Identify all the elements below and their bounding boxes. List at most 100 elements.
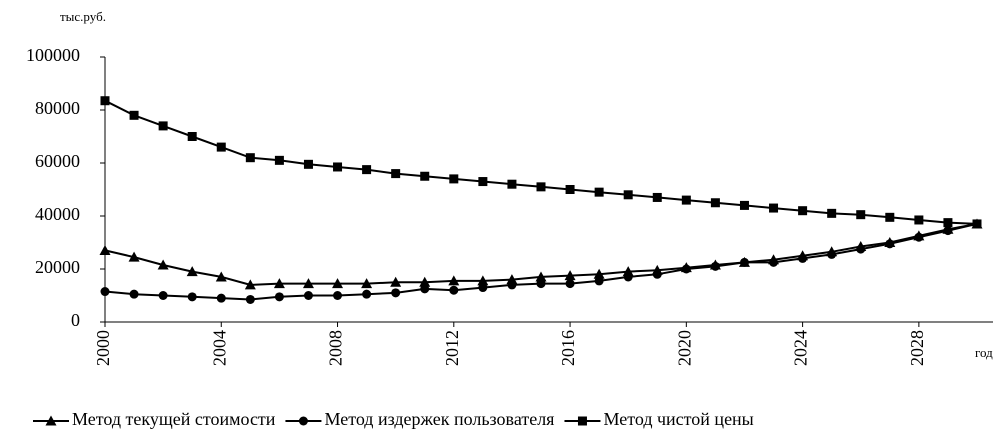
y-tick-label: 100000 xyxy=(26,45,80,65)
marker xyxy=(362,165,372,175)
marker xyxy=(477,275,489,286)
y-tick-label: 40000 xyxy=(35,204,80,224)
marker xyxy=(303,291,313,300)
marker xyxy=(420,171,430,181)
y-axis-label: тыс.руб. xyxy=(60,9,106,24)
marker xyxy=(216,293,226,303)
marker xyxy=(216,142,226,152)
marker xyxy=(303,159,313,169)
marker xyxy=(885,239,895,249)
marker xyxy=(274,292,284,302)
y-tick-label: 80000 xyxy=(35,98,80,118)
marker xyxy=(914,215,924,225)
marker xyxy=(449,174,459,184)
marker xyxy=(129,110,139,120)
marker xyxy=(390,276,402,287)
marker xyxy=(420,284,430,294)
marker xyxy=(302,278,314,289)
marker xyxy=(798,253,808,263)
marker xyxy=(186,266,198,277)
x-tick-label: 2028 xyxy=(907,330,927,366)
marker xyxy=(856,210,866,220)
x-tick-label: 2000 xyxy=(93,330,113,366)
series-line xyxy=(104,222,978,301)
x-tick-label: 2020 xyxy=(674,330,694,366)
marker xyxy=(652,269,662,279)
marker xyxy=(128,251,140,262)
marker xyxy=(565,185,575,194)
marker xyxy=(593,268,605,279)
marker xyxy=(652,192,662,202)
marker xyxy=(972,219,982,229)
marker xyxy=(885,212,895,222)
marker xyxy=(564,270,576,281)
marker xyxy=(244,279,256,290)
marker xyxy=(245,153,255,163)
marker xyxy=(565,279,575,289)
x-tick-label: 2024 xyxy=(791,330,811,366)
marker xyxy=(827,208,837,218)
marker xyxy=(769,203,779,213)
marker xyxy=(157,259,169,270)
marker xyxy=(681,264,691,274)
y-tick-label: 60000 xyxy=(35,151,80,171)
marker xyxy=(215,271,227,282)
marker xyxy=(827,249,837,259)
marker xyxy=(391,169,401,179)
legend-marker xyxy=(298,416,308,426)
y-tick-label: 20000 xyxy=(35,257,80,277)
marker xyxy=(245,294,255,304)
marker xyxy=(914,232,924,242)
marker xyxy=(333,291,343,300)
marker xyxy=(739,257,749,267)
legend-label: Метод чистой цены xyxy=(603,409,753,429)
marker xyxy=(943,218,953,228)
marker xyxy=(158,291,168,300)
marker xyxy=(535,271,547,282)
y-tick-label: 0 xyxy=(71,310,80,330)
series-line xyxy=(104,99,978,225)
legend-marker xyxy=(45,415,57,426)
marker xyxy=(798,206,808,216)
marker xyxy=(187,132,197,141)
marker xyxy=(332,278,344,289)
marker xyxy=(769,257,779,267)
marker xyxy=(536,182,546,192)
legend-marker xyxy=(577,416,587,426)
x-tick-label: 2012 xyxy=(442,330,462,366)
marker xyxy=(478,283,488,293)
marker xyxy=(129,289,139,299)
x-tick-label: 2008 xyxy=(326,330,346,366)
marker xyxy=(623,272,633,282)
x-tick-label: 2004 xyxy=(209,330,229,366)
marker xyxy=(710,198,720,208)
marker xyxy=(449,285,459,295)
marker xyxy=(100,287,110,297)
marker xyxy=(99,244,111,255)
marker xyxy=(419,276,431,287)
marker xyxy=(273,278,285,289)
marker xyxy=(100,96,110,106)
marker xyxy=(856,244,866,254)
marker xyxy=(507,280,517,290)
marker xyxy=(478,177,488,187)
marker xyxy=(158,121,168,131)
marker xyxy=(448,275,460,286)
marker xyxy=(391,288,401,298)
marker xyxy=(362,289,372,299)
marker xyxy=(333,162,343,172)
marker xyxy=(361,278,373,289)
marker xyxy=(536,279,546,289)
marker xyxy=(710,261,720,271)
x-axis-label: год xyxy=(975,345,993,360)
marker xyxy=(274,155,284,165)
marker xyxy=(623,190,633,200)
marker xyxy=(594,187,604,197)
marker xyxy=(594,276,604,286)
legend-label: Метод издержек пользователя xyxy=(324,409,554,429)
legend-label: Метод текущей стоимости xyxy=(72,409,276,429)
marker xyxy=(739,200,749,210)
marker xyxy=(507,179,517,189)
marker xyxy=(187,292,197,302)
